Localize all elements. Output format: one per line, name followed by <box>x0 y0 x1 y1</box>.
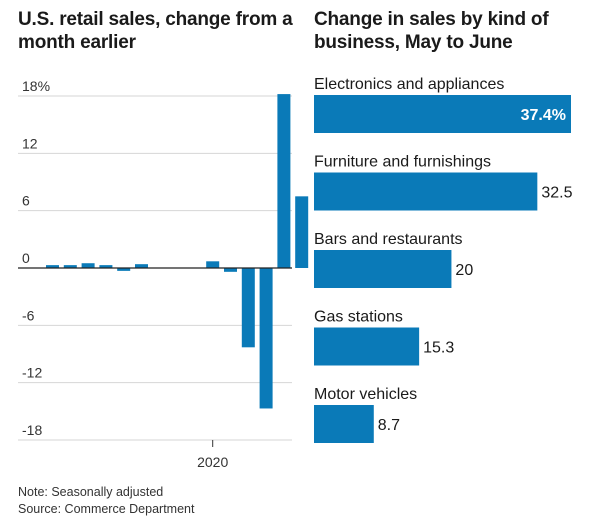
business-bar <box>314 250 452 288</box>
category-label: Electronics and appliances <box>314 76 504 93</box>
sales-bar <box>81 263 95 268</box>
business-kind-chart: Electronics and appliances 37.4% Furniture… <box>314 76 573 443</box>
y-tick-label: -18 <box>22 422 42 438</box>
note-text: Note: Seasonally adjusted <box>18 485 164 499</box>
business-bar <box>314 95 571 133</box>
y-tick-label: -12 <box>22 365 42 381</box>
sales-bar <box>206 261 220 268</box>
footer-notes: Note: Seasonally adjusted Source: Commer… <box>18 484 194 518</box>
category-label: Motor vehicles <box>314 386 417 403</box>
value-label: 20 <box>455 262 473 279</box>
value-label: 8.7 <box>378 417 400 434</box>
sales-bar <box>99 265 113 268</box>
y-tick-label: 12 <box>22 135 38 151</box>
business-bar <box>314 327 420 366</box>
value-label: 37.4% <box>521 107 566 124</box>
source-text: Source: Commerce Department <box>18 502 195 516</box>
sales-bar <box>295 196 309 268</box>
sales-bar <box>277 94 291 268</box>
sales-bar <box>117 268 131 271</box>
category-label: Gas stations <box>314 309 403 326</box>
left-chart-title: U.S. retail sales, change from a month e… <box>18 9 293 53</box>
y-tick-label: 18% <box>22 78 50 94</box>
right-chart-title: Change in sales by kind of business, May… <box>314 9 549 53</box>
y-tick-label: 0 <box>22 250 30 266</box>
sales-bar <box>46 265 59 268</box>
business-bar <box>314 172 538 211</box>
category-label: Bars and restaurants <box>314 231 463 248</box>
value-label: 32.5 <box>541 185 572 202</box>
monthly-sales-chart: 18% 12 6 0 -6 -12 -18 2020 <box>18 78 309 470</box>
business-bar <box>314 405 374 443</box>
sales-bar <box>63 265 77 268</box>
y-tick-label: -6 <box>22 307 35 323</box>
sales-bar <box>259 268 273 409</box>
sales-bar <box>224 268 237 272</box>
y-tick-label: 6 <box>22 193 30 209</box>
value-label: 15.3 <box>423 340 454 357</box>
sales-bar <box>135 264 148 268</box>
category-label: Furniture and furnishings <box>314 154 491 171</box>
x-tick-label: 2020 <box>197 454 228 470</box>
sales-bar <box>241 268 255 348</box>
